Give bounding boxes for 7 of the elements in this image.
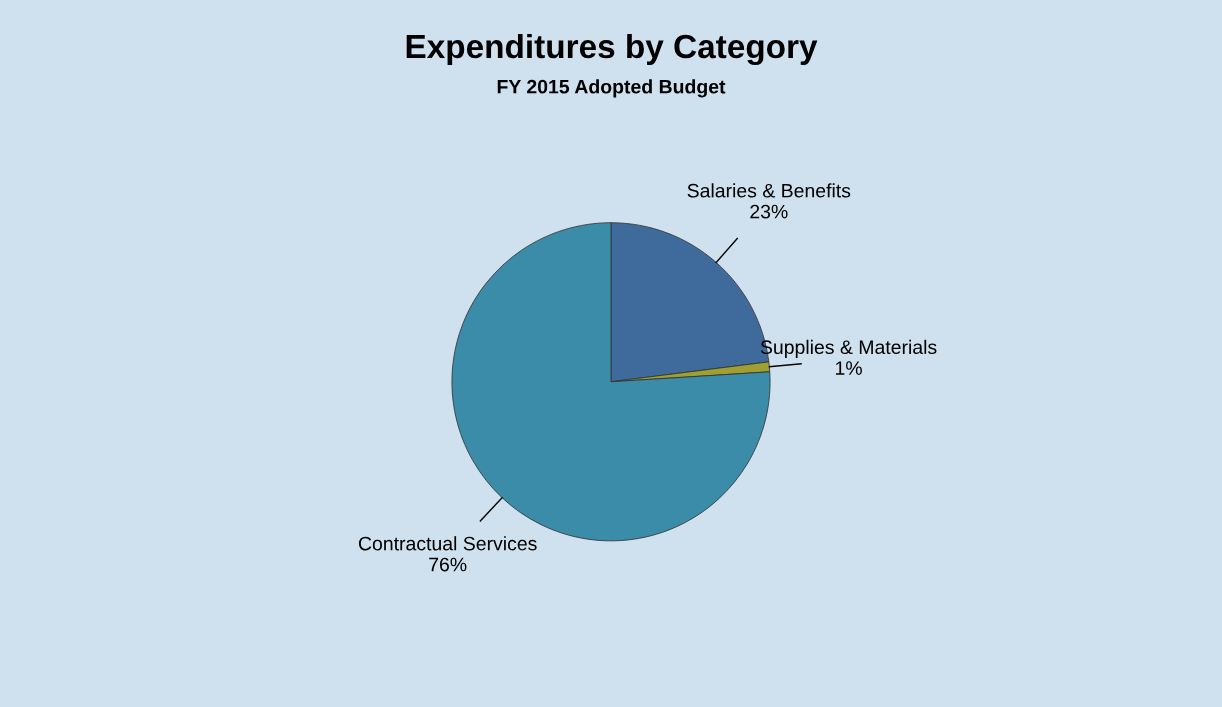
chart-title: Expenditures by Category	[406, 33, 818, 66]
data-label: 23%	[750, 204, 788, 219]
slice-label: Salaries & Benefits	[687, 183, 851, 198]
slice-label: Contractual Services	[358, 536, 537, 551]
chart-subtitle: FY 2015 Adopted Budget	[497, 79, 726, 98]
data-label: 1%	[835, 361, 862, 375]
data-label: 76%	[429, 557, 467, 572]
